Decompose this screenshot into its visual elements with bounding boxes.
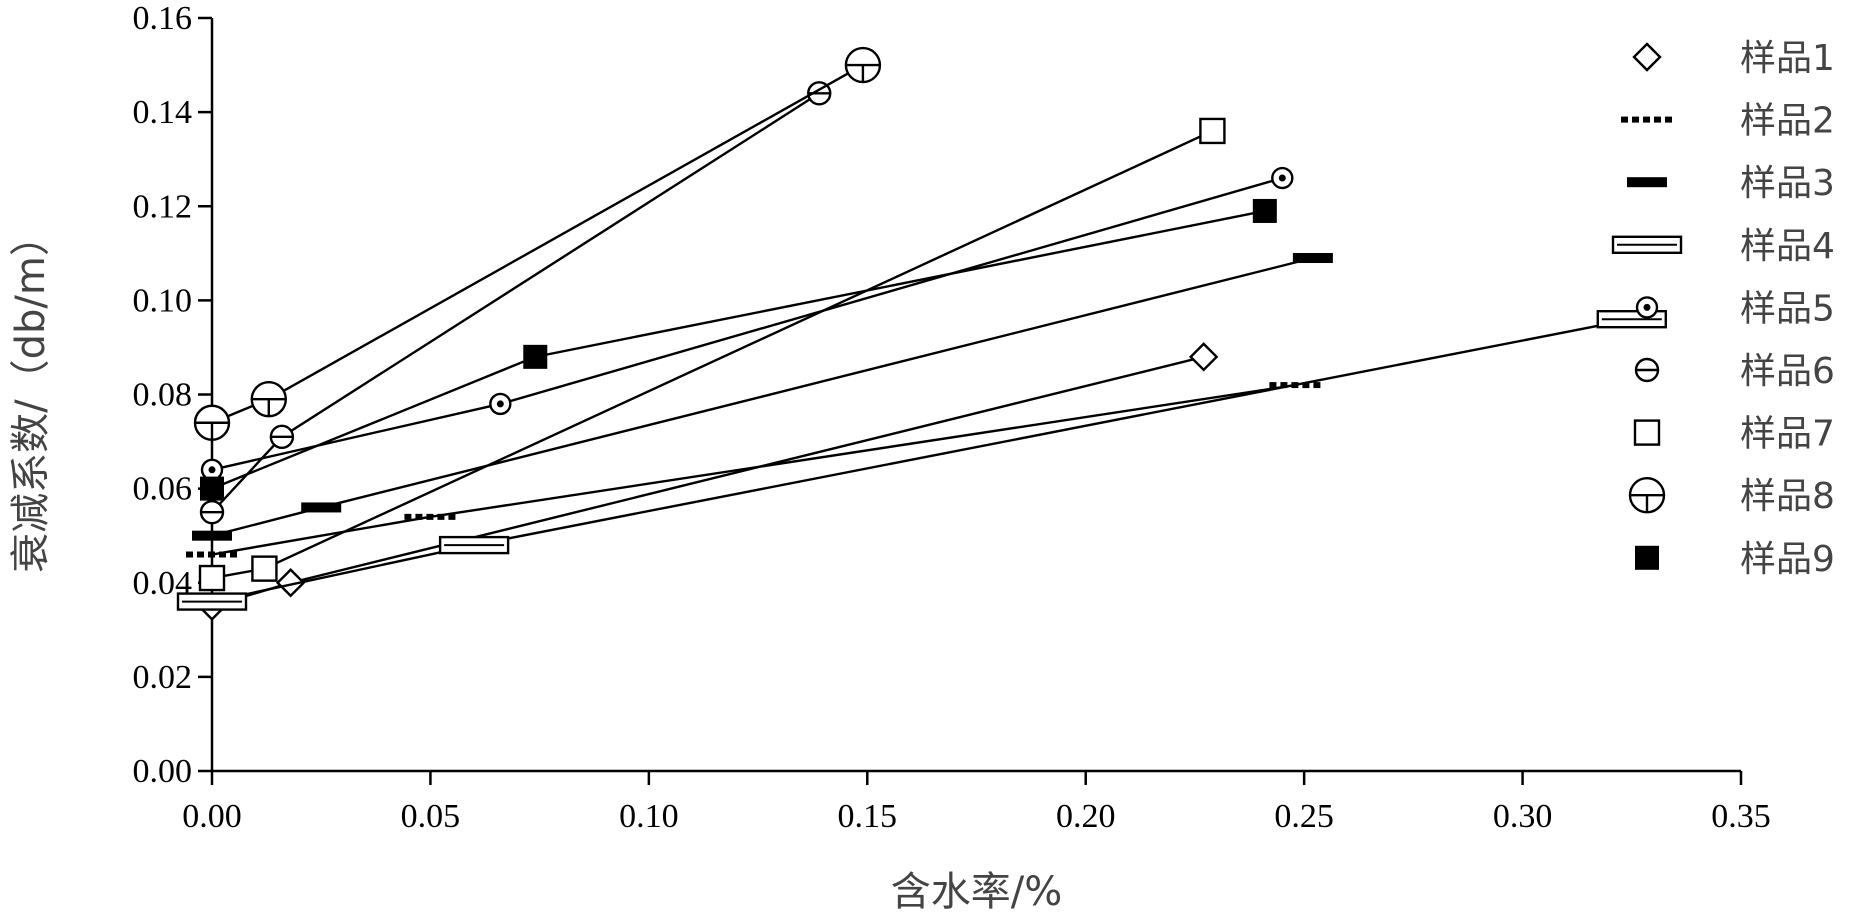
data-point bbox=[251, 555, 278, 582]
legend-label: 样品9 bbox=[1740, 539, 1835, 580]
legend-item: 样品8 bbox=[1628, 476, 1835, 517]
series-5 bbox=[200, 166, 1294, 481]
legend-label: 样品5 bbox=[1740, 288, 1835, 329]
data-point bbox=[404, 513, 456, 520]
y-tick-label: 0.10 bbox=[133, 282, 193, 319]
series-layer bbox=[176, 46, 1667, 621]
data-point bbox=[198, 564, 226, 592]
data-point bbox=[1292, 253, 1333, 264]
legend-marker bbox=[1628, 477, 1666, 514]
x-tick-label: 0.25 bbox=[1274, 798, 1334, 835]
data-point bbox=[200, 476, 224, 501]
legend-label: 样品8 bbox=[1740, 476, 1835, 517]
series-line bbox=[211, 318, 1633, 603]
legend-marker bbox=[1635, 545, 1659, 570]
series-7 bbox=[198, 117, 1226, 592]
data-point bbox=[438, 535, 510, 555]
y-tick-label: 0.08 bbox=[133, 377, 193, 414]
series-1 bbox=[197, 342, 1219, 621]
series-8 bbox=[193, 46, 882, 441]
legend-marker bbox=[1611, 235, 1683, 255]
data-point bbox=[523, 344, 548, 369]
legend-marker bbox=[1632, 42, 1662, 72]
y-tick-label: 0.00 bbox=[133, 753, 193, 790]
y-tick-label: 0.16 bbox=[133, 0, 193, 37]
data-point bbox=[1252, 198, 1277, 223]
x-tick-label: 0.20 bbox=[1056, 798, 1116, 835]
series-line bbox=[211, 129, 1213, 580]
legend-item: 样品2 bbox=[1621, 101, 1835, 142]
series-6 bbox=[199, 81, 832, 525]
data-point bbox=[250, 381, 287, 418]
series-line bbox=[211, 176, 1283, 471]
legend-marker bbox=[1621, 116, 1672, 123]
y-tick-label: 0.14 bbox=[133, 94, 193, 131]
data-point bbox=[489, 392, 512, 416]
series-line bbox=[211, 64, 864, 424]
legend-label: 样品6 bbox=[1740, 351, 1835, 392]
x-axis-title: 含水率/% bbox=[891, 869, 1062, 915]
series-4 bbox=[176, 310, 1667, 611]
series-9 bbox=[200, 198, 1277, 501]
legend-label: 样品4 bbox=[1740, 226, 1835, 267]
data-point bbox=[186, 551, 237, 558]
legend-item: 样品5 bbox=[1635, 288, 1835, 329]
y-tick-label: 0.06 bbox=[133, 471, 193, 508]
legend-label: 样品1 bbox=[1740, 38, 1835, 79]
legend: 样品1 样品2 样品3 样品4 样品5 样品6 样品7 样品8 样品9 bbox=[1611, 38, 1835, 580]
x-tick-label: 0.15 bbox=[838, 798, 898, 835]
data-point bbox=[192, 530, 232, 541]
y-axis-title: 衰减系数/（db/m） bbox=[8, 216, 54, 573]
legend-item: 样品1 bbox=[1632, 38, 1835, 79]
data-point bbox=[176, 592, 248, 611]
legend-marker bbox=[1633, 419, 1661, 446]
legend-item: 样品6 bbox=[1634, 351, 1835, 392]
y-tick-label: 0.12 bbox=[133, 188, 193, 225]
series-line bbox=[211, 256, 1314, 537]
legend-item: 样品3 bbox=[1627, 163, 1835, 204]
x-tick-label: 0.30 bbox=[1493, 798, 1553, 835]
legend-label: 样品2 bbox=[1740, 101, 1835, 142]
data-point bbox=[1188, 342, 1219, 372]
legend-label: 样品3 bbox=[1740, 163, 1835, 204]
data-point bbox=[844, 46, 882, 84]
legend-label: 样品7 bbox=[1740, 414, 1835, 455]
data-point bbox=[199, 499, 225, 525]
series-line bbox=[211, 383, 1296, 556]
legend-marker bbox=[1627, 177, 1667, 188]
legend-marker bbox=[1634, 357, 1660, 383]
y-tick-label: 0.02 bbox=[133, 659, 193, 696]
data-point bbox=[193, 404, 231, 441]
series-3 bbox=[192, 253, 1333, 541]
data-point bbox=[1271, 166, 1294, 190]
data-point bbox=[1199, 117, 1226, 145]
series-2 bbox=[186, 382, 1321, 558]
x-tick-label: 0.05 bbox=[401, 798, 461, 835]
ticks: 0.000.020.040.060.080.100.120.140.160.00… bbox=[133, 0, 1771, 835]
x-tick-label: 0.10 bbox=[619, 798, 679, 835]
legend-item: 样品4 bbox=[1611, 226, 1835, 267]
data-point bbox=[275, 568, 306, 598]
data-point bbox=[301, 502, 342, 513]
legend-item: 样品7 bbox=[1633, 414, 1835, 455]
legend-marker bbox=[1635, 296, 1659, 319]
legend-item: 样品9 bbox=[1635, 539, 1835, 580]
data-point bbox=[269, 424, 295, 450]
x-tick-label: 0.35 bbox=[1711, 798, 1771, 835]
x-tick-label: 0.00 bbox=[182, 798, 242, 835]
